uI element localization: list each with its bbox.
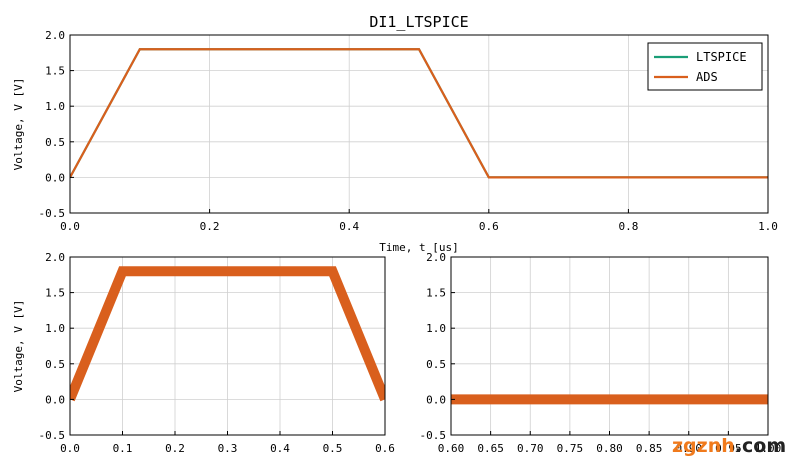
legend-label-ads: ADS <box>696 70 718 84</box>
top-frame <box>69 34 769 214</box>
svg-text:zgznh.com: zgznh.com <box>672 435 786 457</box>
top-xtick-label-2: 0.4 <box>339 220 359 233</box>
bottom-left-ytick-label-5: 2.0 <box>45 251 65 264</box>
top-xtick-label-5: 1.0 <box>758 220 778 233</box>
bottom-left-line-series-0 <box>70 266 385 402</box>
bottom-right-ytick-label-1: 0.0 <box>426 393 446 406</box>
top-ytick-label-2: 0.5 <box>45 136 65 149</box>
top-ytick-label-4: 1.5 <box>45 65 65 78</box>
top-xtick-label-3: 0.6 <box>479 220 499 233</box>
legend-label-ltspice: LTSPICE <box>696 50 747 64</box>
watermark-part1: zgznh <box>672 435 735 457</box>
bottom-right-xtick-label-7: 0.95 <box>715 442 742 455</box>
bottom-right-xtick-label-6: 0.90 <box>676 442 703 455</box>
bottom-right-xtick-label-4: 0.80 <box>596 442 623 455</box>
bottom-left-ytick-label-0: -0.5 <box>39 429 66 442</box>
legend-box <box>647 42 763 91</box>
top-xtick-label-0: 0.0 <box>60 220 80 233</box>
watermark-part2: .com <box>735 435 786 457</box>
bottom-left-ytick-label-4: 1.5 <box>45 287 65 300</box>
top-line-ads <box>70 48 768 179</box>
top-xtick-label-4: 0.8 <box>618 220 638 233</box>
bottom-right-ytick-label-5: 2.0 <box>426 251 446 264</box>
bottom-right-ytick-label-4: 1.5 <box>426 287 446 300</box>
legend: LTSPICE ADS <box>647 42 763 91</box>
top-ytick-label-1: 0.0 <box>45 171 65 184</box>
bottom-right-ytick-label-0: -0.5 <box>420 429 447 442</box>
bottom-left-ytick-label-2: 0.5 <box>45 358 65 371</box>
bottom-right-xtick-label-3: 0.75 <box>557 442 584 455</box>
bottom-left-xtick-label-1: 0.1 <box>113 442 133 455</box>
bottom-left-ylabel: Voltage, V [V] <box>12 300 25 393</box>
bottom-right-chart: 0.60 0.65 0.70 0.75 0.80 0.85 0.90 0.95 1.00 -0.5… <box>420 251 782 455</box>
bottom-left-ytick-label-1: 0.0 <box>45 393 65 406</box>
bottom-right-xtick-label-5: 0.85 <box>636 442 663 455</box>
bottom-right-xtick-label-8: 1.00 <box>755 442 782 455</box>
bottom-left-xtick-label-2: 0.2 <box>165 442 185 455</box>
bottom-left-xtick-label-5: 0.5 <box>323 442 343 455</box>
bottom-left-xtick-label-3: 0.3 <box>218 442 238 455</box>
bottom-left-xtick-label-6: 0.6 <box>375 442 395 455</box>
bottom-left-xtick-label-4: 0.4 <box>270 442 290 455</box>
bottom-left-chart: 0.0 0.1 0.2 0.3 0.4 0.5 0.6-0.50.00.51.01.52.0… <box>12 251 395 455</box>
top-ylabel: Voltage, V [V] <box>12 78 25 171</box>
bottom-left-xtick-label-0: 0.0 <box>60 442 80 455</box>
figure-title: DI1_LTSPICE <box>369 13 468 31</box>
bottom-right-xtick-label-1: 0.65 <box>477 442 504 455</box>
bottom-right-ytick-label-2: 0.5 <box>426 358 446 371</box>
bottom-right-xtick-label-0: 0.60 <box>438 442 465 455</box>
top-ytick-label-0: -0.5 <box>39 207 66 220</box>
watermark: zgznh.com <box>672 435 786 457</box>
top-ytick-label-3: 1.0 <box>45 100 65 113</box>
top-xtick-label-1: 0.2 <box>200 220 220 233</box>
bottom-left-ytick-label-3: 1.0 <box>45 322 65 335</box>
top-chart: 0.0 0.2 0.4 0.6 0.8 1.0-0.50.00.51.01.52.0Vol… <box>12 29 778 254</box>
top-ytick-label-5: 2.0 <box>45 29 65 42</box>
bottom-right-xtick-label-2: 0.70 <box>517 442 544 455</box>
top-xlabel: Time, t [us] <box>379 241 458 254</box>
bottom-right-ytick-label-3: 1.0 <box>426 322 446 335</box>
